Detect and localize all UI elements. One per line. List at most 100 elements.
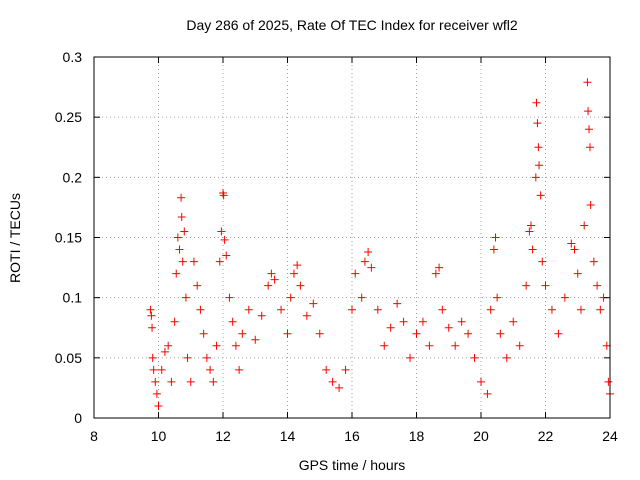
data-point — [570, 245, 579, 254]
data-point — [547, 305, 556, 314]
data-point — [160, 347, 169, 356]
x-tick-label: 20 — [473, 428, 489, 444]
data-point — [146, 305, 155, 314]
data-point — [580, 221, 589, 230]
data-point — [486, 305, 495, 314]
x-tick-label: 22 — [538, 428, 554, 444]
data-point — [149, 365, 158, 374]
data-point — [217, 227, 226, 236]
data-point — [335, 383, 344, 392]
data-point — [183, 353, 192, 362]
data-point — [586, 143, 595, 152]
data-point — [186, 377, 195, 386]
data-point — [177, 193, 186, 202]
data-point — [367, 263, 376, 272]
data-point — [202, 353, 211, 362]
data-point — [302, 311, 311, 320]
data-point — [438, 305, 447, 314]
data-point — [172, 269, 181, 278]
scatter-points — [146, 78, 614, 410]
data-point — [154, 401, 163, 410]
data-point — [589, 257, 598, 266]
data-point — [536, 191, 545, 200]
data-point — [602, 341, 611, 350]
data-point — [584, 107, 593, 116]
data-point — [496, 329, 505, 338]
x-tick-label: 24 — [602, 428, 618, 444]
data-point — [231, 341, 240, 350]
data-point — [567, 239, 576, 248]
data-point — [412, 329, 421, 338]
data-point — [351, 269, 360, 278]
data-point — [360, 257, 369, 266]
data-point — [152, 389, 161, 398]
x-tick-label: 10 — [151, 428, 167, 444]
data-point — [560, 293, 569, 302]
data-point — [509, 317, 518, 326]
data-point — [502, 353, 511, 362]
data-point — [167, 377, 176, 386]
data-point — [235, 365, 244, 374]
x-tick-label: 16 — [344, 428, 360, 444]
data-point — [444, 323, 453, 332]
data-point — [470, 353, 479, 362]
data-point — [309, 299, 318, 308]
data-point — [341, 365, 350, 374]
data-point — [238, 329, 247, 338]
data-point — [431, 269, 440, 278]
data-point — [147, 311, 156, 320]
data-point — [209, 377, 218, 386]
y-tick-label: 0.05 — [55, 350, 82, 366]
axis-ticks — [93, 56, 611, 419]
data-point — [380, 341, 389, 350]
data-point — [170, 317, 179, 326]
data-point — [583, 78, 592, 87]
data-point — [212, 341, 221, 350]
data-point — [151, 377, 160, 386]
data-point — [464, 329, 473, 338]
data-point — [493, 293, 502, 302]
data-point — [315, 329, 324, 338]
y-tick-label: 0.2 — [63, 169, 83, 185]
data-point — [293, 261, 302, 270]
data-point — [525, 227, 534, 236]
data-point — [175, 245, 184, 254]
data-point — [277, 305, 286, 314]
data-point — [225, 293, 234, 302]
data-point — [406, 353, 415, 362]
x-tick-label: 8 — [90, 428, 98, 444]
data-point — [180, 227, 189, 236]
data-point — [286, 293, 295, 302]
data-point — [576, 305, 585, 314]
data-point — [206, 365, 215, 374]
data-point — [457, 317, 466, 326]
data-point — [283, 329, 292, 338]
x-tick-label: 14 — [280, 428, 296, 444]
data-point — [418, 317, 427, 326]
data-point — [477, 377, 485, 386]
data-point — [483, 389, 492, 398]
data-point — [322, 365, 331, 374]
data-point — [451, 341, 460, 350]
data-point — [270, 275, 279, 284]
chart-title: Day 286 of 2025, Rate Of TEC Index for r… — [186, 17, 517, 33]
y-tick-label: 0.15 — [55, 230, 82, 246]
data-point — [348, 305, 356, 314]
data-point — [296, 281, 305, 290]
data-point — [535, 161, 544, 170]
grid-lines — [94, 57, 610, 418]
x-tick-label: 18 — [409, 428, 425, 444]
data-point — [264, 281, 273, 290]
data-point — [199, 329, 208, 338]
data-point — [251, 335, 260, 344]
data-point — [593, 281, 602, 290]
data-point — [219, 191, 228, 200]
data-point — [148, 353, 157, 362]
x-axis-label: GPS time / hours — [299, 457, 406, 473]
data-point — [267, 269, 276, 278]
data-point — [157, 365, 166, 374]
data-point — [257, 311, 266, 320]
data-point — [193, 281, 202, 290]
data-point — [533, 119, 542, 128]
